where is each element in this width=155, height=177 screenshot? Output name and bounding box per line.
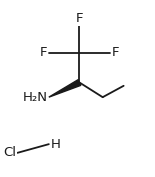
Text: F: F [40, 46, 47, 59]
Text: H₂N: H₂N [22, 91, 47, 104]
Text: F: F [112, 46, 119, 59]
Text: Cl: Cl [3, 146, 16, 159]
Text: H: H [50, 138, 60, 151]
Text: F: F [76, 12, 83, 25]
Polygon shape [49, 80, 81, 97]
